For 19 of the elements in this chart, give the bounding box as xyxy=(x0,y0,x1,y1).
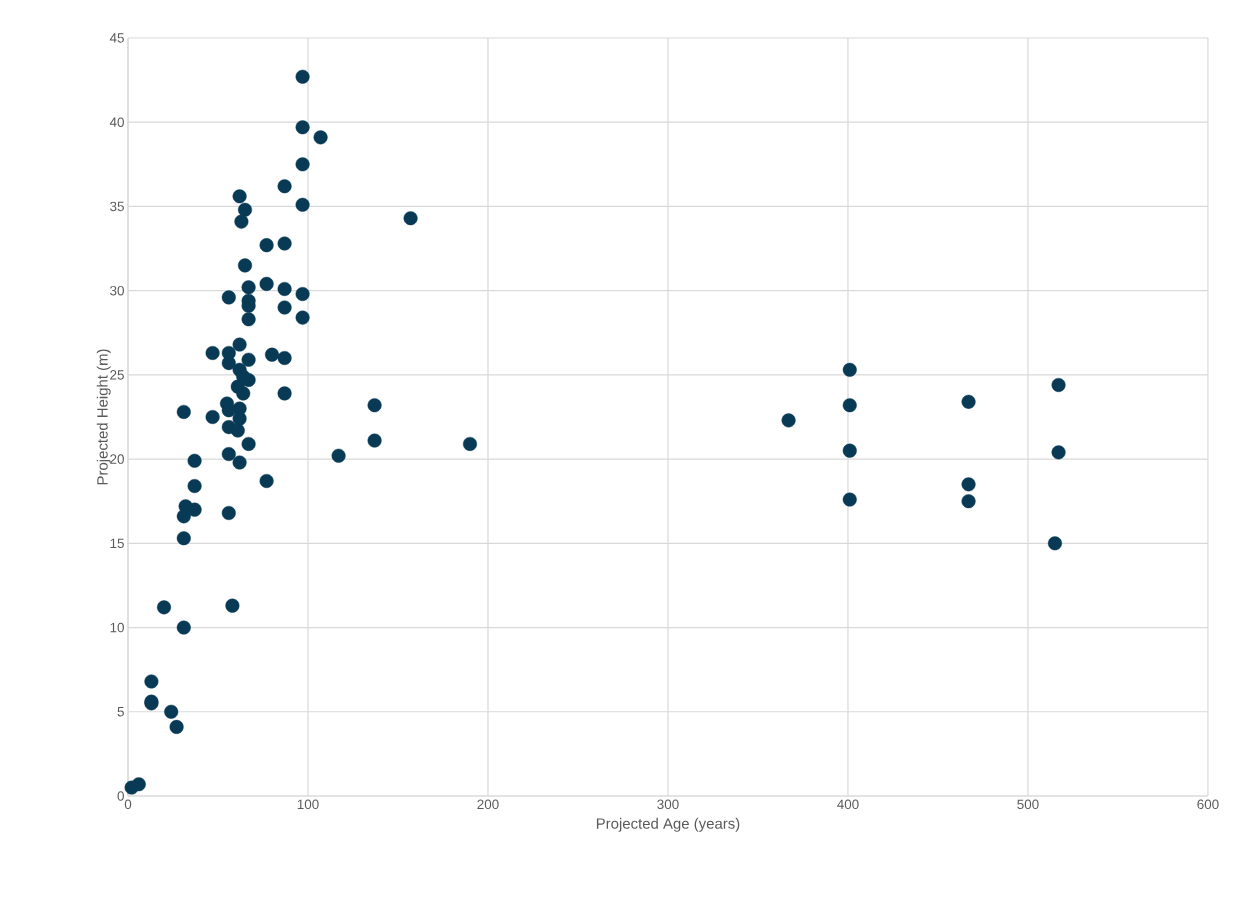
y-tick-label: 30 xyxy=(110,285,124,296)
x-tick-label: 400 xyxy=(837,799,859,810)
y-axis-title: Projected Height (m) xyxy=(96,349,111,485)
y-tick-label: 5 xyxy=(117,707,124,717)
x-tick-label: 300 xyxy=(657,799,679,810)
x-tick-label: 200 xyxy=(477,799,499,810)
y-tick-label: 20 xyxy=(110,454,124,464)
y-tick-label: 25 xyxy=(110,370,124,380)
y-tick-label: 35 xyxy=(110,201,124,212)
y-tick-label: 15 xyxy=(110,538,124,548)
x-axis-title: Projected Age (years) xyxy=(596,817,740,832)
x-tick-label: 500 xyxy=(1017,799,1039,810)
x-tick-label: 100 xyxy=(297,799,319,810)
x-tick-label: 0 xyxy=(124,799,132,810)
y-tick-label: 40 xyxy=(109,117,124,127)
y-tick-label: 10 xyxy=(110,622,124,633)
x-tick-label: 600 xyxy=(1197,799,1219,810)
y-tick-label: 0 xyxy=(117,791,124,801)
y-tick-label: 45 xyxy=(109,33,124,43)
